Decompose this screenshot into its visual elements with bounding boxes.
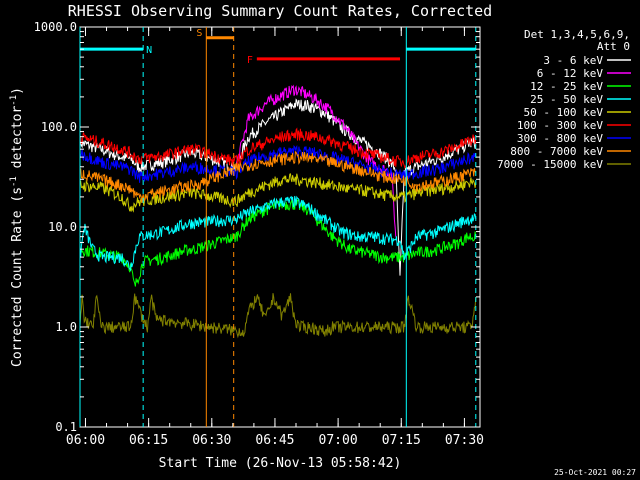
series-line	[80, 144, 477, 183]
series-line	[235, 84, 397, 237]
x-tick-label: 07:00	[319, 433, 358, 448]
x-tick-label: 06:30	[192, 433, 231, 448]
series-line	[80, 198, 477, 287]
legend-label: 12 - 25 keV	[530, 80, 603, 93]
series-line	[80, 150, 477, 203]
y-tick-label: 100.0	[41, 120, 77, 134]
legend-label: 100 - 300 keV	[517, 119, 603, 132]
interval-label: F	[247, 55, 253, 66]
y-tick-label: 0.1	[55, 420, 77, 434]
interval-label: N	[146, 45, 152, 56]
datestamp: 25-Oct-2021 00:27	[554, 468, 636, 477]
x-tick-label: 06:00	[66, 433, 105, 448]
x-tick-label: 06:15	[129, 433, 168, 448]
y-axis-label-mid: detector	[10, 106, 25, 177]
y-axis: 0.1 1.0 10.0 100.0 1000.0	[34, 20, 480, 434]
interval-label: S	[196, 28, 202, 39]
legend-label: 6 - 12 keV	[537, 67, 604, 80]
legend-label: 7000 - 15000 keV	[497, 158, 603, 171]
legend-title-line1: Det 1,3,4,5,6,9,	[524, 28, 630, 41]
series-layer	[80, 84, 477, 339]
legend-label: 300 - 800 keV	[517, 132, 603, 145]
y-axis-label: Corrected Count Rate (s-1 detector-1)	[9, 87, 25, 367]
legend-label: 50 - 100 keV	[524, 106, 604, 119]
plot-area: N S F	[79, 27, 477, 427]
x-tick-label: 06:45	[255, 433, 294, 448]
series-line	[80, 195, 477, 272]
legend-label: 3 - 6 keV	[543, 54, 603, 67]
plot-frame	[79, 26, 481, 428]
legend-title-line2: Att 0	[597, 40, 630, 53]
x-tick-label: 07:15	[382, 433, 421, 448]
y-axis-label-end: )	[10, 87, 25, 95]
legend-label: 25 - 50 keV	[530, 93, 603, 106]
y-tick-label: 1000.0	[34, 20, 77, 34]
x-axis: 06:00 06:15 06:30 06:45 07:00 07:15 07:30	[66, 27, 484, 448]
chart-title: RHESSI Observing Summary Count Rates, Co…	[68, 2, 492, 20]
y-tick-label: 10.0	[48, 220, 77, 234]
legend-label: 800 - 7000 keV	[510, 145, 603, 158]
x-tick-label: 07:30	[445, 433, 484, 448]
y-axis-label-sup2: -1	[9, 95, 19, 106]
y-tick-label: 1.0	[55, 320, 77, 334]
y-axis-label-main: Corrected Count Rate (s	[10, 187, 25, 367]
interval-layer: N S F	[79, 27, 477, 427]
series-line	[80, 127, 477, 170]
y-axis-label-sup1: -1	[9, 176, 19, 187]
series-line	[80, 98, 477, 276]
x-axis-label: Start Time (26-Nov-13 05:58:42)	[159, 456, 402, 471]
series-line	[80, 293, 477, 339]
